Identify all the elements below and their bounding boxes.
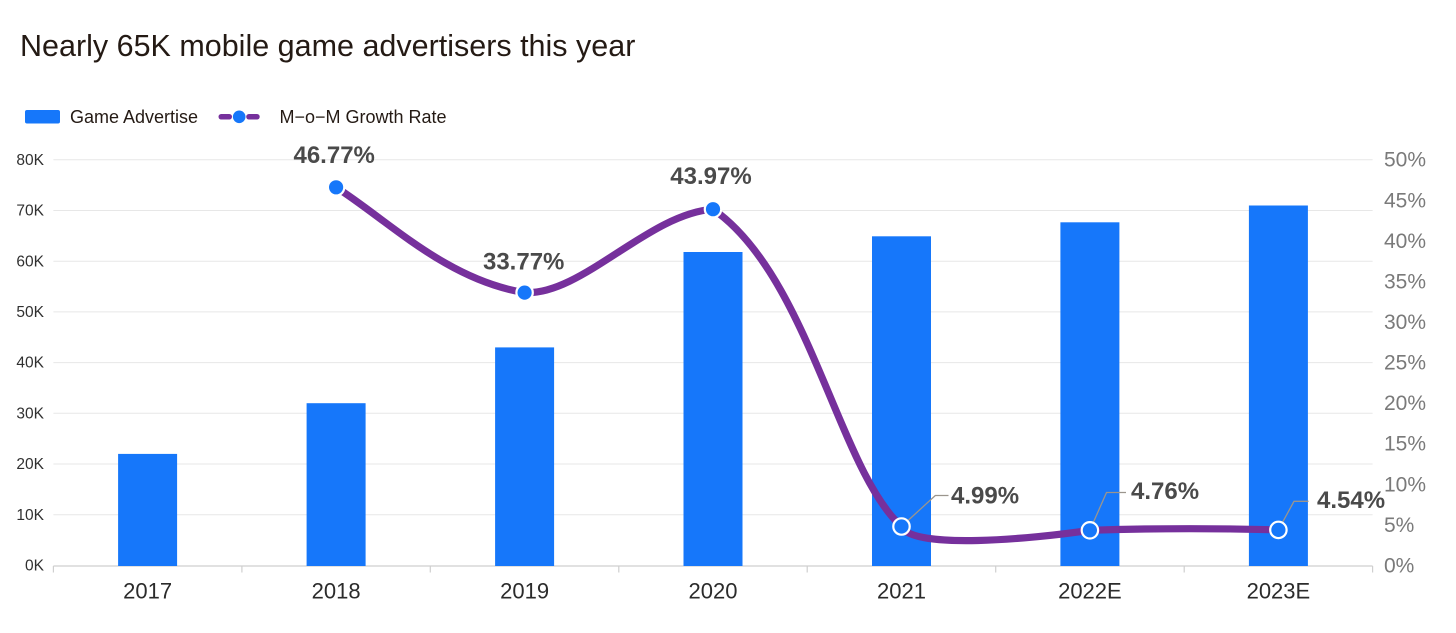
svg-text:2019: 2019 [500, 579, 549, 604]
svg-text:2020: 2020 [689, 579, 738, 604]
svg-text:43.97%: 43.97% [670, 163, 751, 190]
svg-text:M−o−M Growth Rate: M−o−M Growth Rate [280, 107, 447, 127]
svg-text:50K: 50K [16, 304, 44, 321]
svg-text:70K: 70K [16, 203, 44, 220]
svg-text:Nearly 65K mobile game adverti: Nearly 65K mobile game advertisers this … [20, 29, 635, 63]
svg-text:15%: 15% [1384, 433, 1426, 456]
svg-text:30K: 30K [16, 405, 44, 422]
svg-text:10K: 10K [16, 507, 44, 524]
svg-text:10%: 10% [1384, 473, 1426, 496]
svg-text:20%: 20% [1384, 392, 1426, 415]
svg-text:2023E: 2023E [1247, 579, 1311, 604]
svg-text:46.77%: 46.77% [293, 142, 374, 169]
svg-text:2018: 2018 [312, 579, 361, 604]
svg-text:4.99%: 4.99% [951, 483, 1019, 510]
svg-text:4.54%: 4.54% [1317, 487, 1385, 514]
svg-text:35%: 35% [1384, 270, 1426, 293]
svg-text:25%: 25% [1384, 352, 1426, 375]
svg-text:33.77%: 33.77% [483, 248, 564, 275]
svg-text:50%: 50% [1384, 149, 1426, 172]
svg-text:30%: 30% [1384, 311, 1426, 334]
svg-text:4.76%: 4.76% [1131, 478, 1199, 505]
svg-text:Game Advertise: Game Advertise [70, 107, 198, 127]
svg-text:20K: 20K [16, 456, 44, 473]
svg-text:40%: 40% [1384, 230, 1426, 253]
svg-text:2017: 2017 [123, 579, 172, 604]
svg-text:0K: 0K [25, 558, 45, 575]
svg-text:5%: 5% [1384, 514, 1414, 537]
svg-text:80K: 80K [16, 152, 44, 169]
svg-text:40K: 40K [16, 355, 44, 372]
svg-text:0%: 0% [1384, 554, 1414, 577]
svg-text:2021: 2021 [877, 579, 926, 604]
svg-text:60K: 60K [16, 253, 44, 270]
svg-text:2022E: 2022E [1058, 579, 1122, 604]
svg-text:45%: 45% [1384, 189, 1426, 212]
